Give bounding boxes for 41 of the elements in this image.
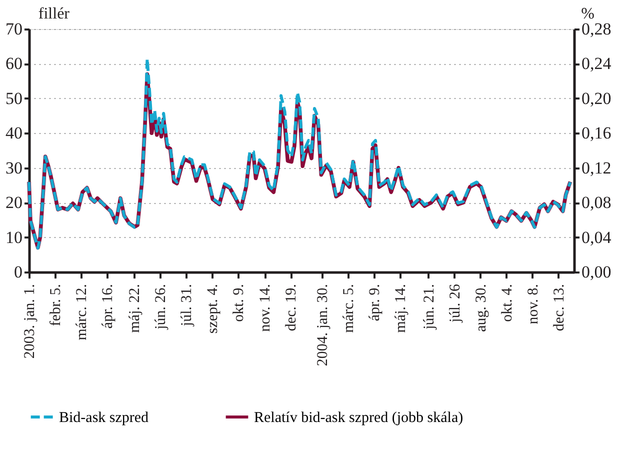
legend-label: Relatív bid-ask szpred (jobb skála)	[254, 410, 464, 426]
x-tick-label: júl. 26	[447, 284, 464, 324]
x-tick-label: 2004. jan. 30.	[314, 284, 331, 366]
x-tick-label: nov. 8.	[525, 284, 542, 324]
y2-axis-title: %	[581, 6, 594, 22]
y-tick-label: 50	[6, 88, 22, 108]
y-tick-label: 30	[6, 158, 22, 178]
x-tick-label: máj. 14.	[393, 284, 410, 333]
x-tick-label: dec. 13.	[551, 284, 568, 332]
x-tick-label: jún. 26.	[152, 284, 169, 330]
y2-tick-label: 0,28	[582, 20, 612, 38]
y2-tick-label: 0,04	[582, 228, 612, 247]
y-tick-label: 0	[14, 262, 22, 282]
x-tick-label: aug. 30.	[473, 284, 490, 332]
x-tick-label: febr. 5.	[48, 284, 64, 326]
y2-tick-label: 0,16	[582, 124, 612, 143]
x-tick-label: ápr. 16.	[100, 284, 116, 329]
y2-tick-label: 0,08	[582, 193, 612, 212]
y-tick-label: 70	[6, 20, 22, 38]
x-tick-label: okt. 9.	[230, 284, 247, 322]
x-tick-label: máj. 22.	[126, 284, 143, 333]
y-tick-label: 40	[6, 124, 22, 143]
y2-tick-label: 0,00	[582, 262, 612, 282]
y-tick-label: 20	[6, 193, 22, 212]
x-tick-label: szept. 4.	[204, 284, 221, 334]
x-tick-label: ápr. 9.	[366, 284, 383, 322]
y-tick-label: 60	[6, 54, 22, 74]
x-tick-label: okt. 4.	[499, 284, 516, 322]
x-tick-label: márc. 12.	[74, 284, 90, 340]
x-tick-label: dec. 19.	[284, 284, 300, 332]
y-tick-label: 10	[6, 228, 22, 247]
x-tick-label: 2003. jan. 1.	[22, 284, 38, 359]
x-tick-label: márc. 5.	[340, 284, 357, 333]
x-tick-label: júl. 31.	[178, 284, 195, 328]
x-tick-label: jún. 21.	[421, 284, 438, 330]
x-tick-label: nov. 14.	[258, 284, 274, 332]
y-axis-title: fillér	[38, 6, 70, 22]
y2-tick-label: 0,20	[582, 88, 612, 108]
legend-label: Bid-ask szpred	[59, 410, 150, 426]
y2-tick-label: 0,24	[582, 54, 612, 74]
y2-tick-label: 0,12	[582, 158, 612, 178]
